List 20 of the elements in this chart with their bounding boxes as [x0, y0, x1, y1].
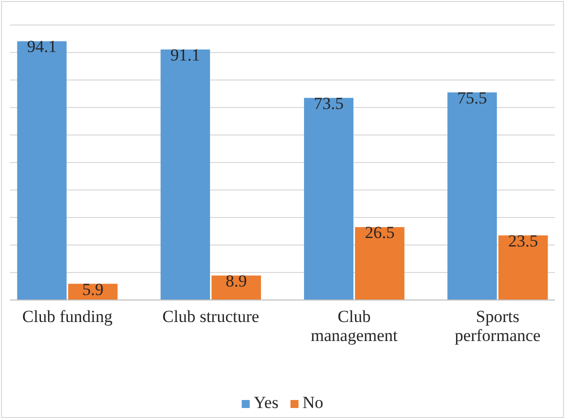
x-tick-label: Sports performance [454, 307, 541, 345]
data-label: 8.9 [226, 272, 247, 291]
bar [17, 41, 67, 300]
bar [354, 227, 404, 300]
legend-label: No [302, 393, 324, 412]
x-tick-label: Club management [310, 307, 398, 345]
data-label: 26.5 [364, 223, 395, 242]
bar [498, 235, 548, 300]
data-label: 94.1 [27, 37, 57, 56]
data-label: 75.5 [457, 88, 488, 108]
data-label: 73.5 [314, 94, 344, 113]
bar [304, 98, 354, 300]
x-tick-label: Club funding [22, 307, 113, 326]
data-label: 91.1 [170, 45, 200, 64]
data-label: 5.9 [82, 280, 104, 299]
data-label: 23.5 [508, 231, 538, 250]
bar [447, 92, 497, 300]
bar [160, 49, 210, 300]
legend-label: Yes [254, 393, 278, 412]
x-tick-label: Club structure [162, 307, 260, 326]
